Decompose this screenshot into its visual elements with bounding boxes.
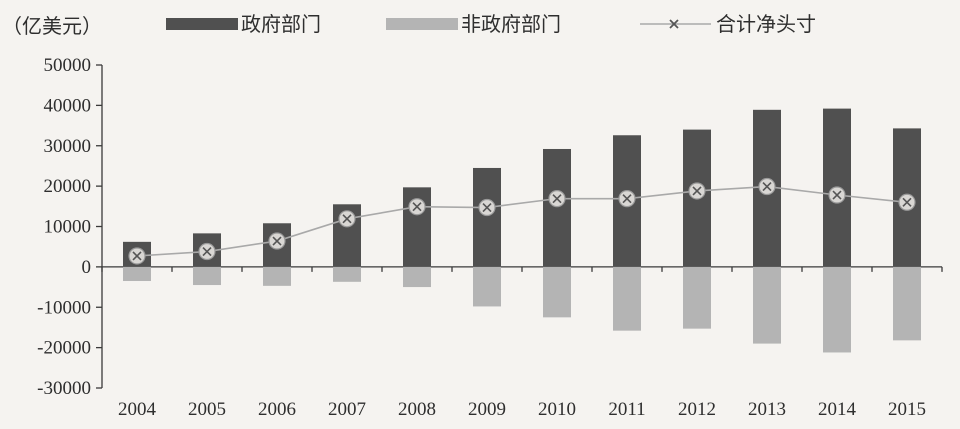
bar-non-government-2005 <box>193 266 221 286</box>
x-tick-label: 2009 <box>468 399 506 420</box>
bars <box>123 108 921 353</box>
x-tick-label: 2012 <box>678 399 716 420</box>
point-net-2004 <box>128 247 146 265</box>
axis-labels: 50000 40000 30000 20000 10000 0 -10000 -20000 -3… <box>37 55 926 420</box>
point-net-2008 <box>408 198 426 216</box>
y-tick-label: 50000 <box>44 55 92 76</box>
x-tick-label: 2011 <box>608 399 645 420</box>
net-position-polyline <box>136 185 908 257</box>
y-tick-label: 30000 <box>44 136 92 157</box>
y-tick-label: -30000 <box>37 378 91 399</box>
bar-non-government-2008 <box>403 266 431 288</box>
point-net-2014 <box>828 186 846 204</box>
point-net-2009 <box>478 198 496 217</box>
axes <box>96 64 943 389</box>
x-tick-label: 2013 <box>748 399 786 420</box>
x-tick-label: 2015 <box>888 399 926 420</box>
point-net-2015 <box>898 193 916 211</box>
x-tick-label: 2005 <box>188 399 226 420</box>
y-axis-unit-label: （亿美元） <box>2 15 102 38</box>
point-net-2006 <box>268 232 286 250</box>
bar-non-government-2015 <box>893 266 921 341</box>
y-tick-label: -10000 <box>37 297 91 318</box>
y-tick-label: 40000 <box>44 95 92 116</box>
y-tick-label: 10000 <box>44 217 92 238</box>
bar-non-government-2014 <box>823 266 851 353</box>
bar-non-government-2012 <box>683 266 711 329</box>
x-tick-label: 2010 <box>538 399 576 420</box>
y-tick-label: -20000 <box>37 338 91 359</box>
point-net-2007 <box>338 210 356 228</box>
x-tick-label: 2007 <box>328 399 366 420</box>
bar-non-government-2011 <box>613 266 641 331</box>
bar-non-government-2010 <box>543 266 571 318</box>
bar-non-government-2004 <box>123 266 151 282</box>
net-position-line <box>128 177 916 265</box>
point-net-2013 <box>758 177 776 196</box>
bar-non-government-2013 <box>753 266 781 344</box>
legend-label-non-government: 非政府部门 <box>461 13 561 36</box>
x-tick-label: 2014 <box>818 399 857 420</box>
y-tick-label: 0 <box>82 257 92 278</box>
x-tick-label: 2006 <box>258 399 296 420</box>
bar-non-government-2006 <box>263 266 291 286</box>
legend: 政府部门 非政府部门 合计净头寸 <box>166 13 816 36</box>
bar-government-2009 <box>473 167 501 267</box>
point-net-2012 <box>688 182 706 200</box>
legend-label-government: 政府部门 <box>241 13 321 36</box>
y-tick-label: 20000 <box>44 176 92 197</box>
bar-non-government-2009 <box>473 266 501 307</box>
legend-label-net: 合计净头寸 <box>716 13 816 36</box>
x-tick-label: 2008 <box>398 399 436 420</box>
legend-marker-net <box>669 19 679 29</box>
x-tick-label: 2004 <box>118 399 157 420</box>
point-net-2010 <box>548 190 566 208</box>
legend-swatch-government <box>166 18 238 30</box>
bar-non-government-2007 <box>333 266 361 282</box>
legend-swatch-non-government <box>386 18 458 30</box>
point-net-2005 <box>198 242 216 261</box>
point-net-2011 <box>618 190 636 208</box>
bar-government-2010 <box>543 148 571 267</box>
